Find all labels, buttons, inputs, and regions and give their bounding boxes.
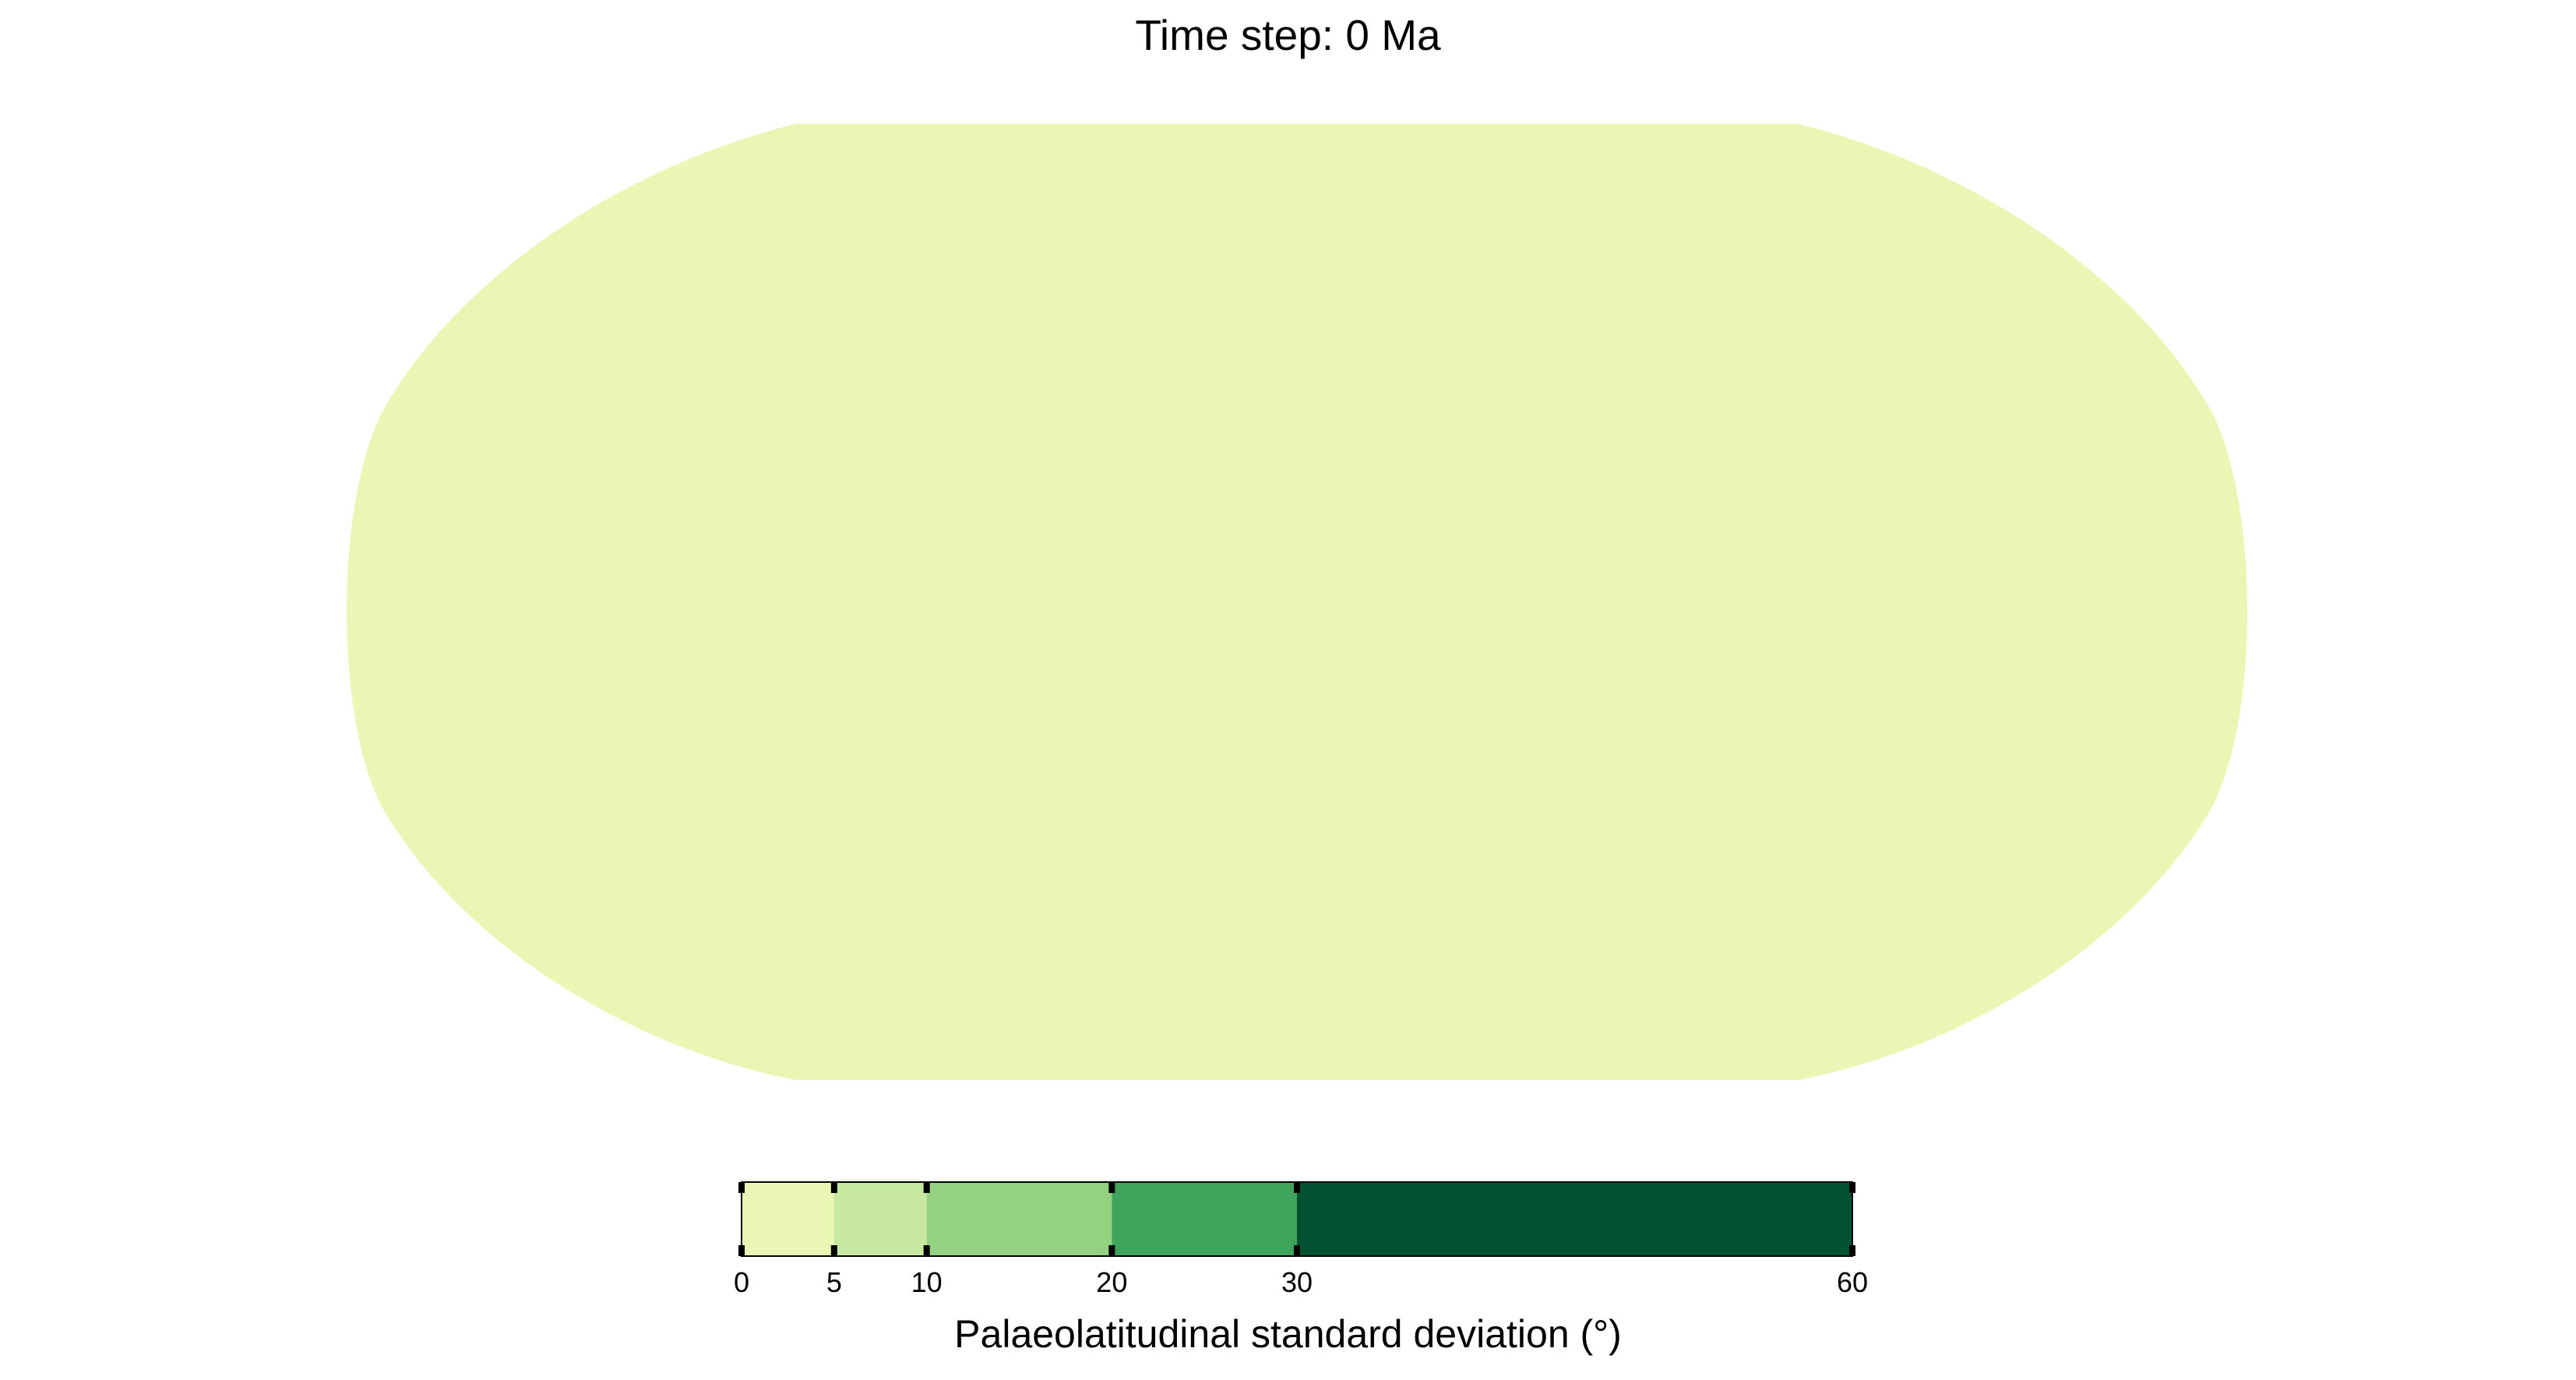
colorbar-tick-label-2: 10	[911, 1266, 943, 1298]
colorbar-tick-label-0: 0	[733, 1266, 750, 1298]
colorbar-tick-label-3: 20	[1096, 1266, 1128, 1298]
colorbar-bin-2	[926, 1182, 1112, 1256]
colorbar-bin-3	[1112, 1182, 1297, 1256]
colorbar	[738, 1181, 1855, 1257]
colorbar-bin-0	[742, 1182, 834, 1256]
colorbar-bin-1	[833, 1182, 927, 1256]
colorbar-tick-label-4: 30	[1281, 1266, 1313, 1298]
colorbar-bin-4	[1297, 1182, 1852, 1256]
map-region-fill	[347, 124, 2247, 1080]
world-map	[347, 124, 2247, 1080]
colorbar-tick-label-5: 60	[1836, 1266, 1869, 1298]
figure-title: Time step: 0 Ma	[1135, 11, 1441, 59]
colorbar-label: Palaeolatitudinal standard deviation (°)	[954, 1312, 1622, 1356]
colorbar-tick-label-1: 5	[826, 1266, 842, 1298]
